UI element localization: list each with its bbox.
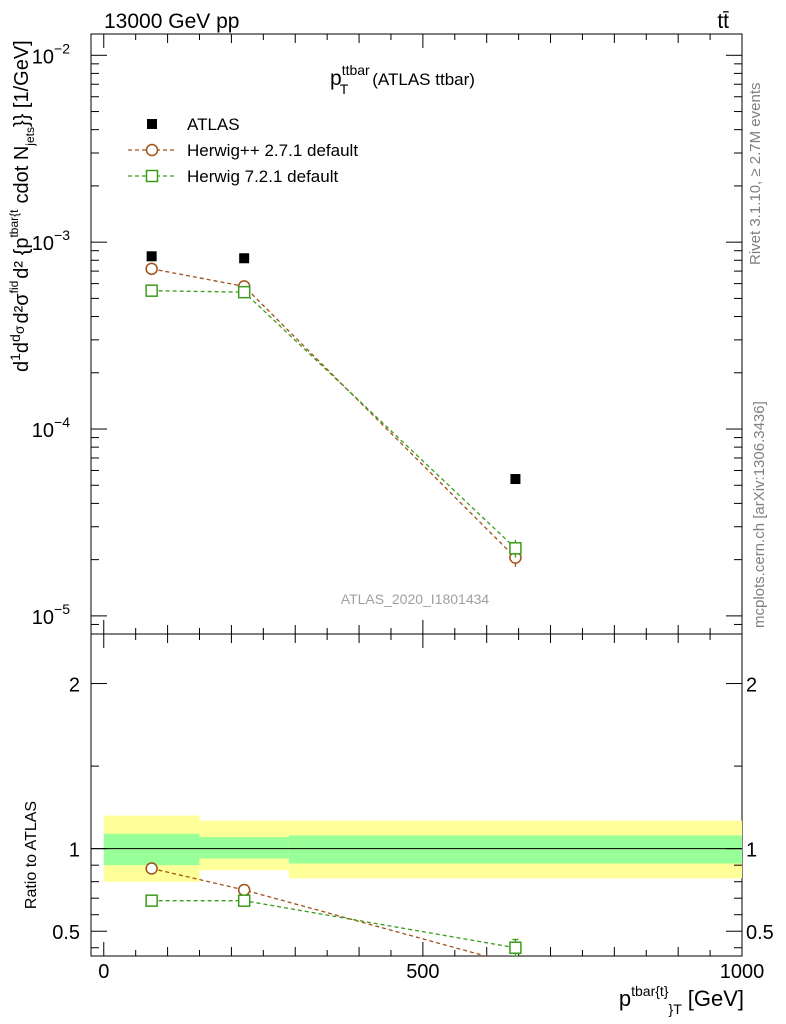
x-axis-label: ptbar{t}}T [GeV] [619, 983, 744, 1017]
y-tick-label: 10−4 [32, 414, 70, 442]
data-point-herwig7 [509, 542, 522, 555]
x-axis-label-sub: } [669, 1001, 674, 1017]
ratio-bands [91, 815, 742, 882]
band-green [199, 837, 289, 859]
legend-label: Herwig++ 2.7.1 default [187, 141, 358, 160]
data-point-atlas [146, 251, 157, 262]
x-tick-label: 1000 [720, 961, 765, 983]
main-y-axis-label-text: d1ddσd²σfidd² {ptbar{tcdot Njets}} [1/Ge… [7, 40, 37, 372]
y-tick-label-exp: −2 [54, 40, 70, 56]
y-tick-label-base: 10 [32, 233, 54, 255]
legend-marker-herwig7 [145, 169, 159, 183]
band-green [288, 835, 742, 864]
data-point-atlas [239, 253, 250, 264]
y-tick-label-exp: −4 [54, 414, 70, 430]
y-tick-label-base: 10 [32, 607, 54, 629]
ratio-frame [90, 633, 743, 957]
main-title-sub: T [340, 81, 349, 97]
process-label: tt̄ [717, 10, 729, 33]
y-tick-label: 10−2 [32, 40, 70, 68]
main-title-p: p [330, 67, 342, 90]
ratio-point-herwig7 [237, 894, 251, 907]
ratio-y-tick-label-left: 1 [69, 840, 80, 862]
x-tick-label: 0 [98, 961, 109, 983]
x-axis-label-sup: tbar{t} [631, 983, 669, 999]
ratio-axis-ticks: 0.5 0.5 1 1 2 2 0 500 1000 [52, 634, 774, 983]
ratio-y-axis-label: Ratio to ATLAS [23, 801, 40, 909]
y-tick-label: 10−3 [32, 227, 70, 255]
main-title: pttbar T (ATLAS ttbar) [330, 62, 475, 97]
main-title-sup: ttbar [342, 62, 370, 78]
ratio-y-tick-label-right: 2 [746, 675, 757, 697]
series-line-1 [151, 268, 516, 559]
ratio-series-group [145, 862, 522, 956]
x-axis-label-sub2: T [673, 1001, 682, 1017]
ratio-series-layer [145, 862, 522, 956]
legend: ATLAS Herwig++ 2.7.1 default Herwig 7.2.1 … [128, 115, 358, 186]
data-point-herwig7 [237, 285, 251, 299]
ratio-panel [90, 633, 743, 957]
x-axis-label-p: p [619, 986, 631, 1011]
y-tick-label-exp: −5 [54, 601, 70, 617]
legend-label: ATLAS [187, 115, 240, 134]
series-line-2 [151, 290, 516, 549]
band-green [103, 833, 200, 866]
watermark: ATLAS_2020_I1801434 [341, 591, 490, 607]
rivet-label: Rivet 3.1.10, ≥ 2.7M events [747, 83, 764, 266]
ratio-point-herwig7 [145, 894, 158, 907]
y-tick-label-base: 10 [32, 46, 54, 68]
ratio-line-0 [151, 867, 488, 956]
ratio-point-herwigpp [145, 862, 158, 875]
data-point-herwigpp [145, 262, 158, 276]
data-point-atlas [510, 474, 521, 485]
x-tick-label: 500 [406, 961, 439, 983]
legend-label: Herwig 7.2.1 default [187, 167, 338, 186]
legend-marker-herwigpp [145, 143, 159, 157]
ratio-point-herwig7 [509, 941, 522, 954]
y-tick-label: 10−5 [32, 601, 70, 629]
main-axis-ticks: 10−510−410−310−2 [32, 34, 743, 635]
ratio-line-1 [151, 900, 516, 949]
ratio-y-tick-label-left: 0.5 [52, 922, 80, 944]
legend-marker-atlas [147, 119, 157, 129]
x-axis-label-unit: [GeV] [688, 986, 744, 1011]
main-series-layer [145, 251, 522, 567]
ratio-y-tick-label-left: 2 [69, 675, 80, 697]
ratio-point-herwigpp [237, 883, 251, 897]
ratio-y-tick-label-right: 1 [746, 840, 757, 862]
energy-label: 13000 GeV pp [104, 10, 239, 33]
mcplots-label: mcplots.cern.ch [arXiv:1306.3436] [751, 401, 768, 628]
y-tick-label-exp: −3 [54, 227, 70, 243]
main-title-rest: (ATLAS ttbar) [372, 70, 475, 89]
y-tick-label-base: 10 [32, 420, 54, 442]
data-point-herwig7 [145, 284, 158, 297]
main-y-axis-label: d1ddσd²σfidd² {ptbar{tcdot Njets}} [1/Ge… [7, 40, 37, 372]
ratio-y-tick-label-right: 0.5 [746, 922, 774, 944]
